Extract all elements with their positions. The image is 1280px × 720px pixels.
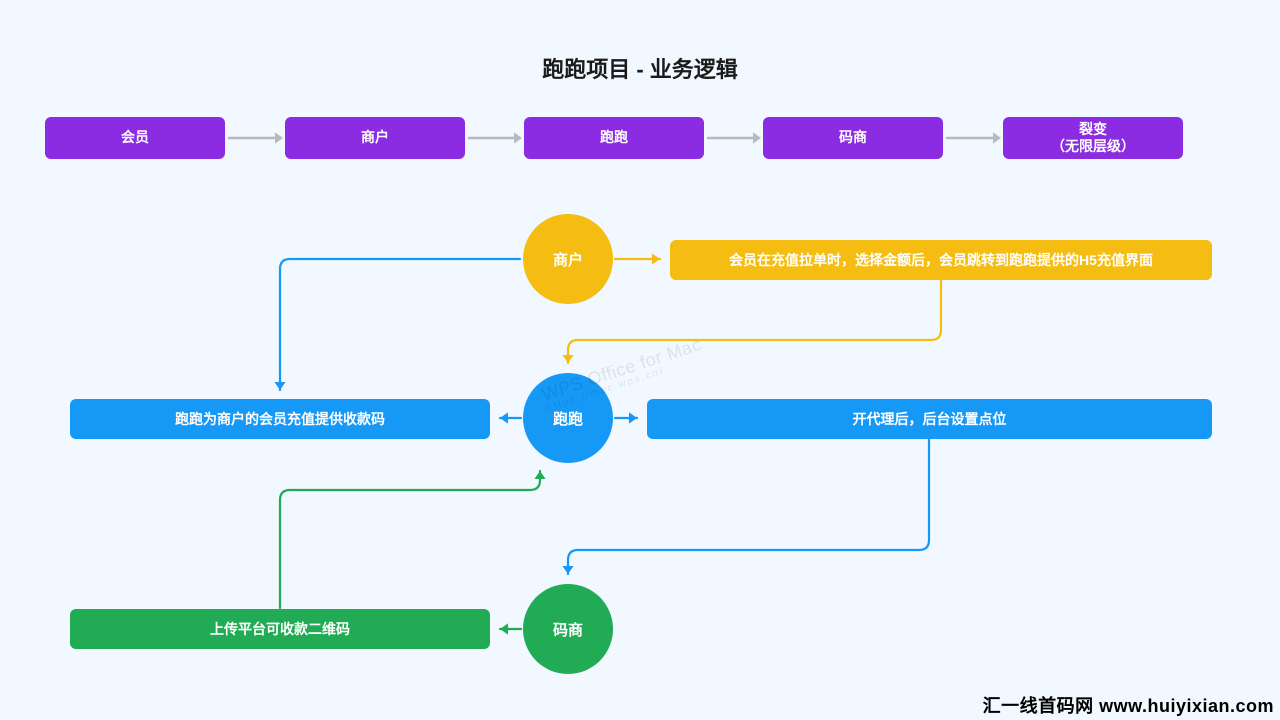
node-merchant_rect: 会员在充值拉单时，选择金额后，会员跳转到跑跑提供的H5充值界面: [670, 240, 1212, 280]
top-step-1: 商户: [285, 117, 465, 159]
node-paopao_right: 开代理后，后台设置点位: [647, 399, 1212, 439]
node-merchant_circle: 商户: [523, 214, 613, 304]
node-paopao_circle: 跑跑: [523, 373, 613, 463]
node-mashang_rect: 上传平台可收款二维码: [70, 609, 490, 649]
top-step-4: 裂变 （无限层级）: [1003, 117, 1183, 159]
top-step-3: 码商: [763, 117, 943, 159]
node-mashang_circle: 码商: [523, 584, 613, 674]
page-title: 跑跑项目 - 业务逻辑: [542, 52, 738, 84]
top-step-0: 会员: [45, 117, 225, 159]
footer-credit: 汇一线首码网 www.huiyixian.com: [983, 692, 1274, 718]
node-paopao_left: 跑跑为商户的会员充值提供收款码: [70, 399, 490, 439]
top-step-2: 跑跑: [524, 117, 704, 159]
